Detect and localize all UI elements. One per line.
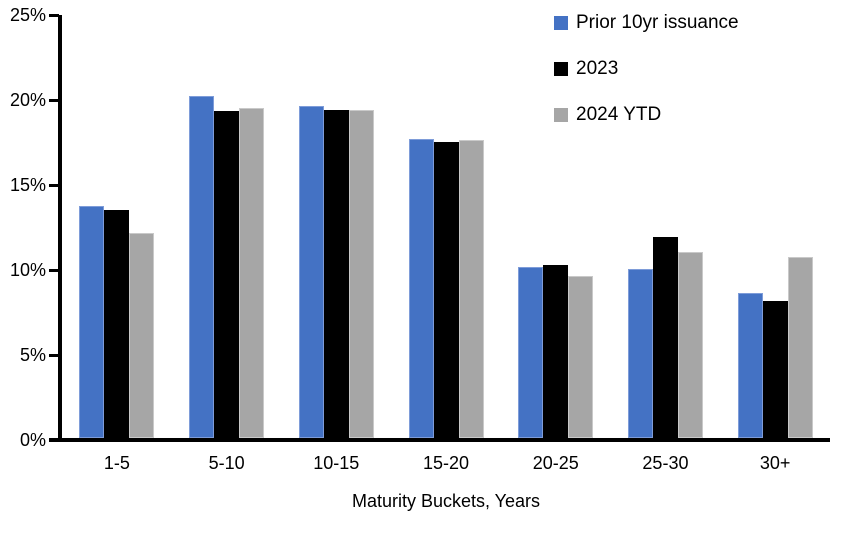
legend-swatch-icon bbox=[554, 62, 568, 76]
bar-30+-2024-ytd bbox=[787, 257, 813, 438]
y-axis-line bbox=[58, 15, 62, 442]
legend-label: Prior 10yr issuance bbox=[576, 12, 739, 33]
bar-15-20-2024-ytd bbox=[458, 140, 484, 438]
legend-label: 2023 bbox=[576, 58, 619, 79]
bar-group-20-25 bbox=[501, 15, 611, 438]
bar-1-5-2023 bbox=[104, 209, 130, 438]
x-tick-label: 5-10 bbox=[208, 453, 245, 473]
x-tick-label: 30+ bbox=[759, 453, 791, 473]
y-tick-mark bbox=[49, 98, 59, 102]
bar-15-20-2023 bbox=[433, 141, 459, 438]
bar-group-10-15 bbox=[281, 15, 391, 438]
y-tick-label: 15% bbox=[9, 175, 46, 195]
bar-30+-prior-10yr-issuance bbox=[737, 292, 763, 438]
bar-15-20-prior-10yr-issuance bbox=[408, 138, 434, 438]
x-tick-label: 15-20 bbox=[422, 453, 470, 473]
bar-1-5-2024-ytd bbox=[129, 233, 155, 438]
x-axis-line bbox=[49, 438, 830, 442]
bar-20-25-2024-ytd bbox=[568, 275, 594, 438]
bar-25-30-2023 bbox=[652, 236, 678, 438]
x-axis-labels: 1-5 5-10 10-15 15-20 20-25 25-30 30+ bbox=[62, 452, 830, 474]
legend-item: 2024 YTD bbox=[554, 104, 739, 126]
bar-30+-2023 bbox=[762, 300, 788, 438]
y-tick-label: 10% bbox=[9, 260, 46, 280]
legend: Prior 10yr issuance 2023 2024 YTD bbox=[554, 12, 739, 150]
bar-20-25-2023 bbox=[543, 265, 569, 438]
x-tick-label: 25-30 bbox=[642, 453, 689, 473]
bar-group-1-5 bbox=[62, 15, 172, 438]
bar-10-15-2024-ytd bbox=[348, 109, 374, 438]
bar-group-30+ bbox=[720, 15, 830, 438]
legend-swatch-icon bbox=[554, 108, 568, 122]
y-tick-label: 25% bbox=[9, 5, 46, 25]
y-tick-label: 0% bbox=[19, 430, 46, 450]
bar-10-15-prior-10yr-issuance bbox=[298, 106, 324, 438]
bar-10-15-2023 bbox=[323, 109, 349, 438]
legend-item: 2023 bbox=[554, 58, 739, 80]
bar-25-30-2024-ytd bbox=[677, 251, 703, 438]
bar-group-5-10 bbox=[172, 15, 282, 438]
y-tick-label: 20% bbox=[9, 90, 46, 110]
bar-1-5-prior-10yr-issuance bbox=[79, 206, 105, 438]
bar-5-10-2023 bbox=[214, 111, 240, 438]
x-tick-label: 20-25 bbox=[532, 453, 579, 473]
x-tick-label: 10-15 bbox=[313, 453, 360, 473]
bar-group-15-20 bbox=[391, 15, 501, 438]
y-tick-mark bbox=[49, 353, 59, 357]
plot-area bbox=[62, 15, 830, 438]
bar-5-10-prior-10yr-issuance bbox=[189, 96, 215, 438]
bar-group-25-30 bbox=[611, 15, 721, 438]
y-tick-mark bbox=[49, 183, 59, 187]
y-tick-mark bbox=[49, 13, 59, 17]
x-tick-label: 1-5 bbox=[103, 453, 130, 473]
legend-swatch-icon bbox=[554, 16, 568, 30]
bar-5-10-2024-ytd bbox=[239, 108, 265, 438]
x-axis-title: Maturity Buckets, Years bbox=[351, 491, 541, 511]
legend-label: 2024 YTD bbox=[576, 104, 662, 125]
bar-25-30-prior-10yr-issuance bbox=[627, 268, 653, 438]
y-tick-mark bbox=[49, 268, 59, 272]
bar-20-25-prior-10yr-issuance bbox=[518, 267, 544, 438]
y-tick-label: 5% bbox=[19, 345, 46, 365]
legend-item: Prior 10yr issuance bbox=[554, 12, 739, 34]
